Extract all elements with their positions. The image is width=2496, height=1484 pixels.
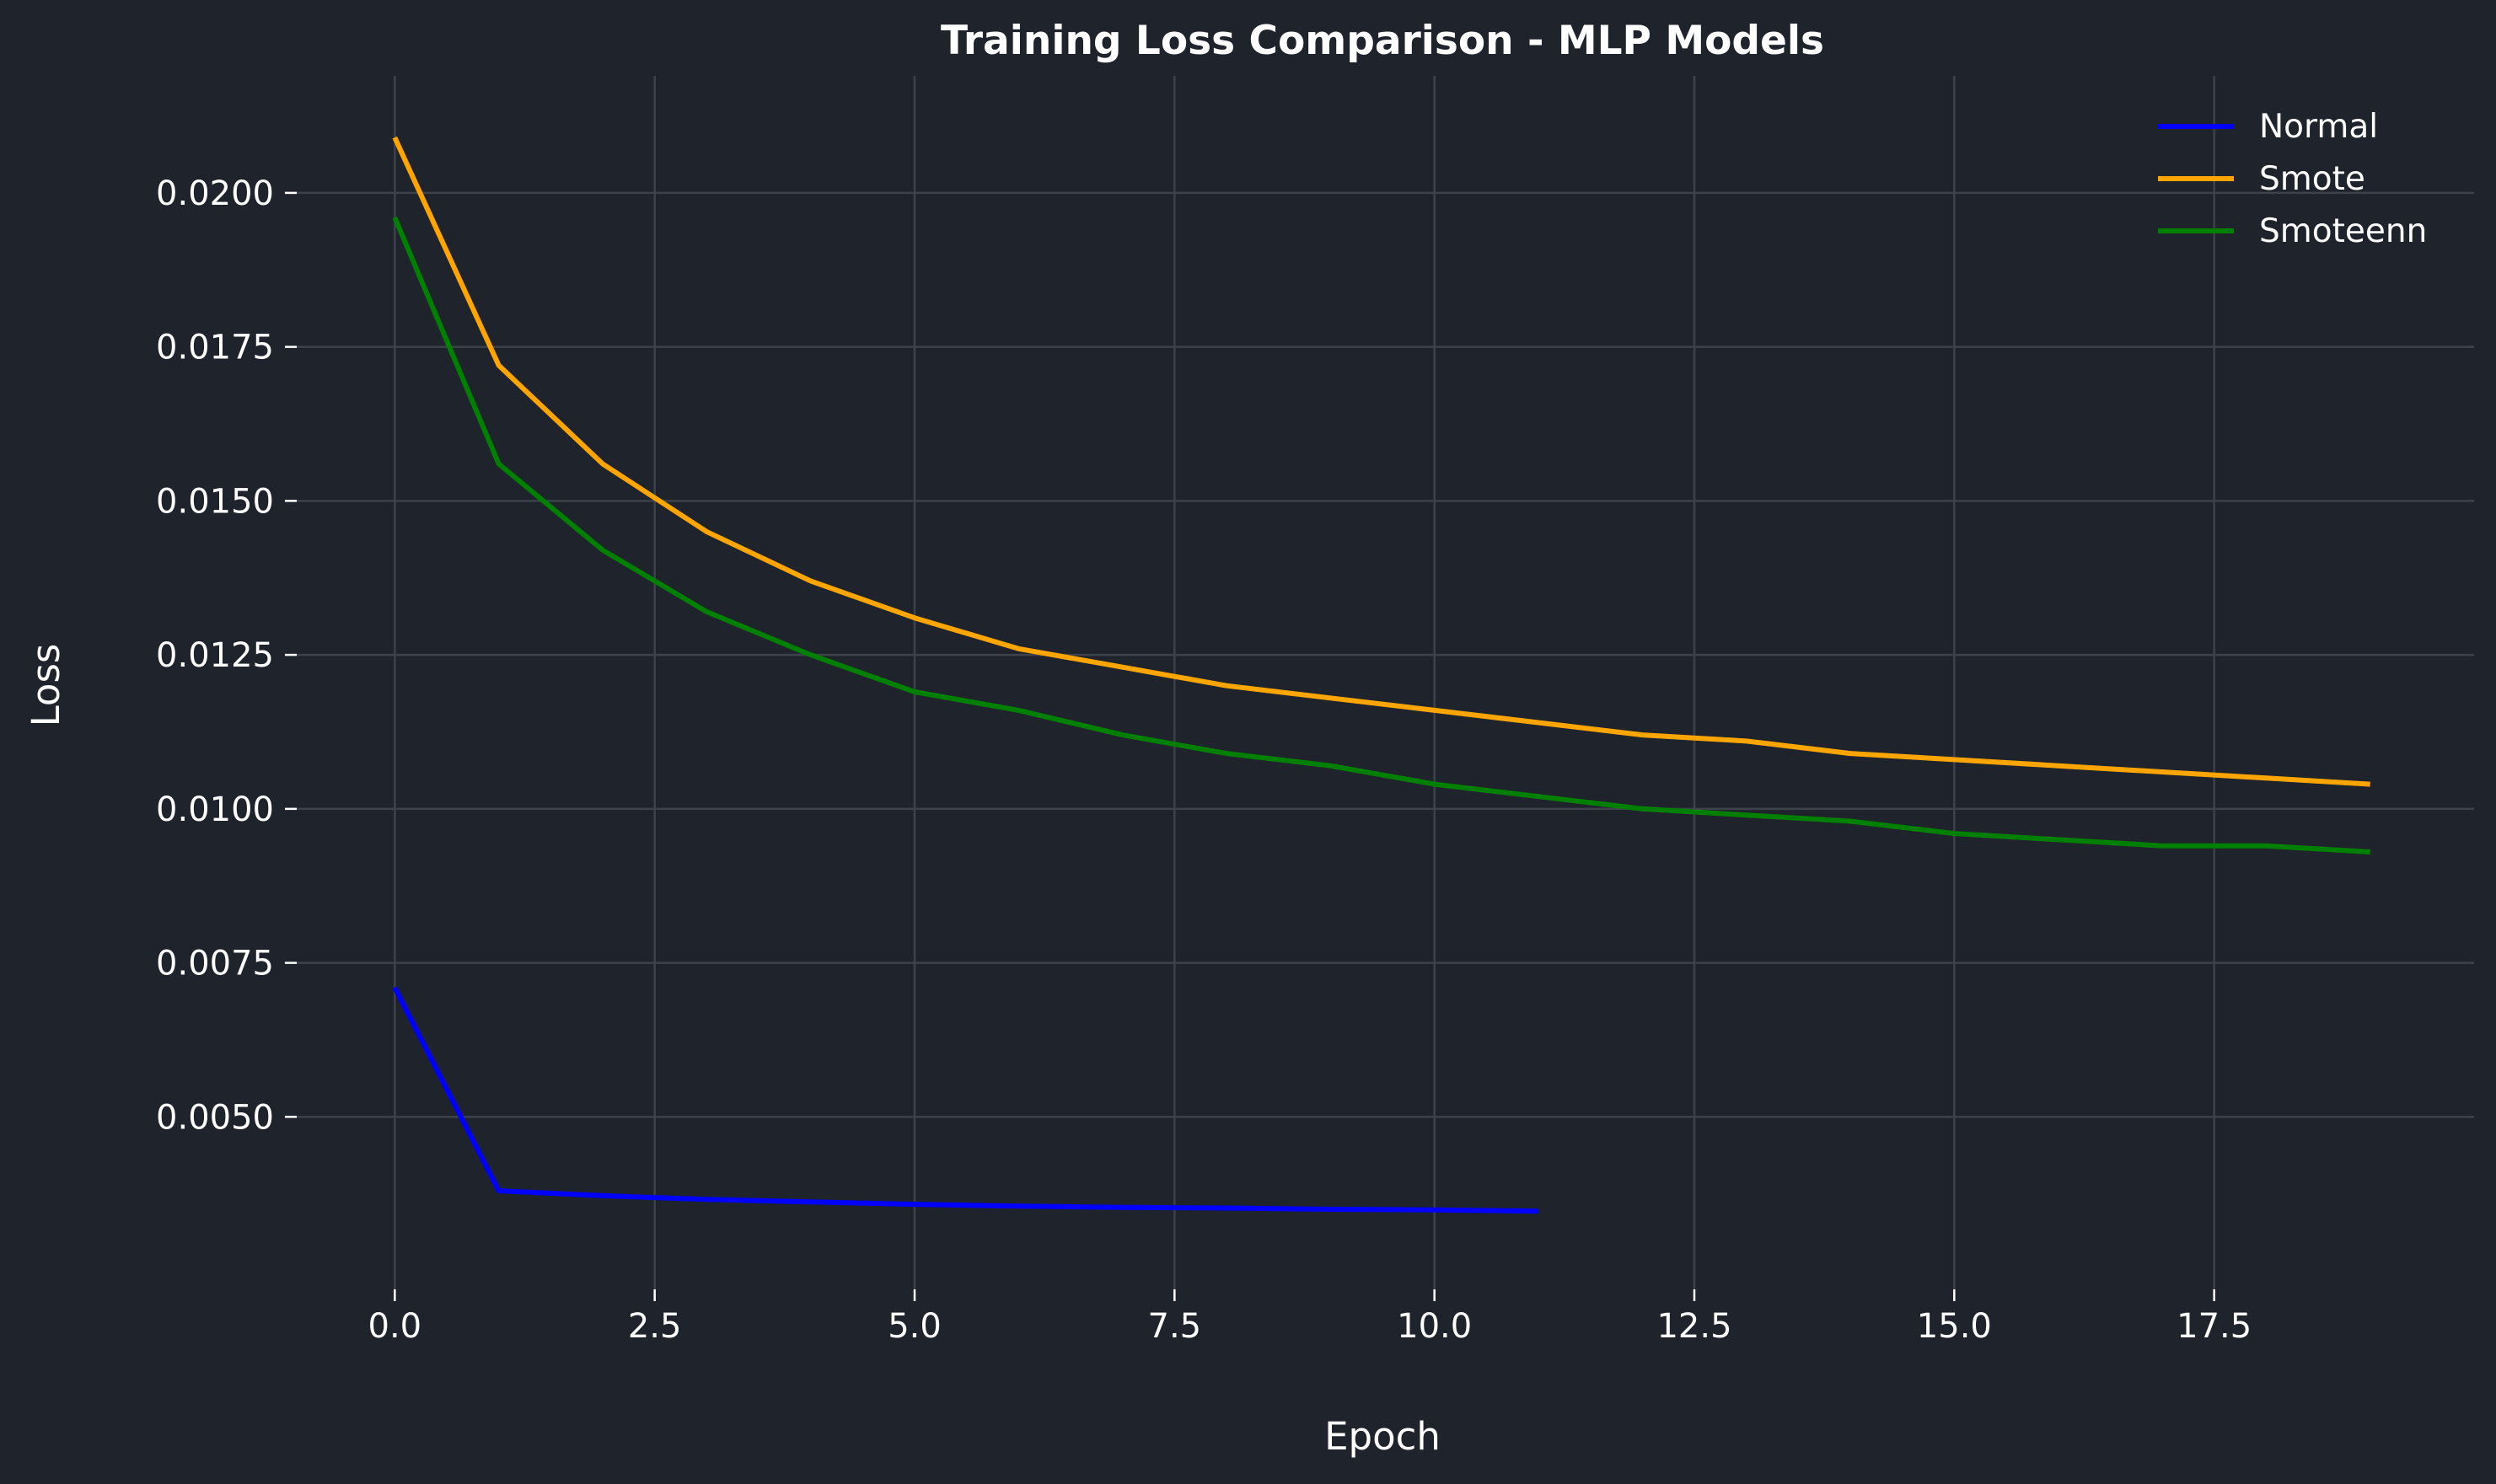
grid bbox=[291, 76, 2474, 1289]
y-tick-label: 0.0125 bbox=[156, 636, 274, 675]
x-tick-label: 7.5 bbox=[1148, 1307, 1202, 1346]
y-axis-label: Loss bbox=[24, 644, 68, 727]
x-tick-label: 12.5 bbox=[1656, 1307, 1731, 1346]
y-tick-label: 0.0175 bbox=[156, 329, 274, 367]
series-lines bbox=[392, 136, 2370, 1214]
y-tick-label: 0.0150 bbox=[156, 482, 274, 521]
y-tick-label: 0.0050 bbox=[156, 1098, 274, 1137]
legend-label-smoteenn: Smoteenn bbox=[2259, 212, 2427, 250]
axis-ticks: 0.0 2.5 5.0 7.5 10.0 12.5 15.0 17.5 0.0050 0.0075… bbox=[156, 174, 2252, 1346]
x-tick-label: 5.0 bbox=[888, 1307, 942, 1346]
series-line-normal bbox=[392, 986, 1539, 1214]
legend-label-smote: Smote bbox=[2259, 160, 2365, 198]
y-tick-label: 0.0075 bbox=[156, 945, 274, 983]
legend-label-normal: Normal bbox=[2259, 108, 2378, 146]
x-tick-label: 17.5 bbox=[2177, 1307, 2252, 1346]
x-tick-label: 0.0 bbox=[368, 1307, 422, 1346]
series-line-smote bbox=[392, 136, 2370, 787]
chart-title: Training Loss Comparison - MLP Models bbox=[941, 18, 1824, 64]
legend: Normal Smote Smoteenn bbox=[2158, 108, 2427, 250]
x-tick-label: 10.0 bbox=[1397, 1307, 1472, 1346]
x-axis-label: Epoch bbox=[1324, 1414, 1441, 1459]
x-tick-label: 15.0 bbox=[1917, 1307, 1992, 1346]
y-tick-label: 0.0200 bbox=[156, 174, 274, 213]
series-line-smoteenn bbox=[392, 216, 2370, 855]
x-tick-label: 2.5 bbox=[628, 1307, 682, 1346]
y-tick-label: 0.0100 bbox=[156, 790, 274, 829]
